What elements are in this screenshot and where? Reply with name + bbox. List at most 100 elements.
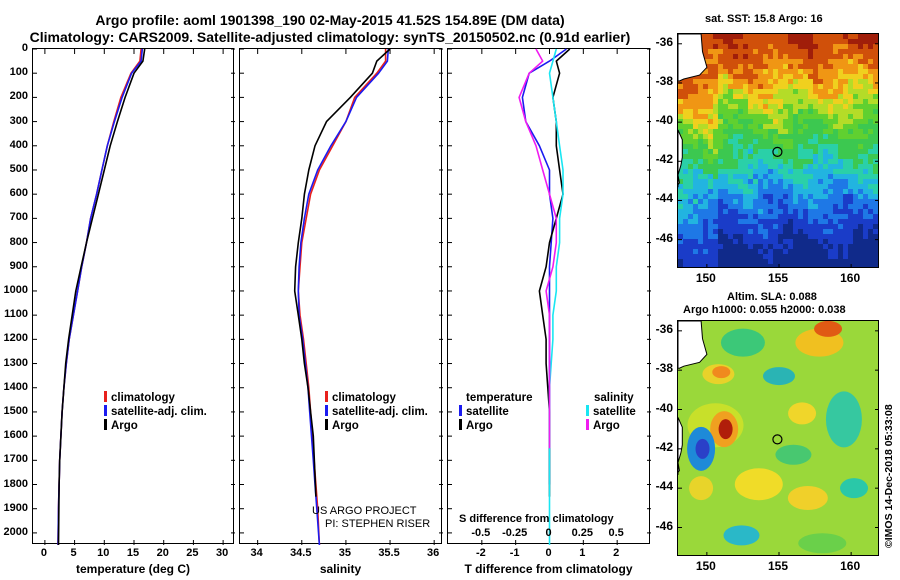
sst-cell <box>878 129 879 134</box>
sst-cell <box>878 264 879 268</box>
sst-cell <box>718 189 723 194</box>
sst-cell <box>793 144 798 149</box>
sst-cell <box>828 159 833 164</box>
sst-cell <box>738 114 743 119</box>
sst-cell <box>758 184 763 189</box>
sst-cell <box>768 194 773 199</box>
sst-cell <box>788 114 793 119</box>
sst-cell <box>798 174 803 179</box>
sst-cell <box>773 49 778 54</box>
sst-cell <box>823 69 828 74</box>
sst-cell <box>718 69 723 74</box>
sst-cell <box>858 194 863 199</box>
sst-cell <box>738 169 743 174</box>
sst-cell <box>868 144 873 149</box>
sst-cell <box>733 59 738 64</box>
sst-cell <box>683 194 688 199</box>
sst-cell <box>758 234 763 239</box>
sst-cell <box>743 244 748 249</box>
sst-cell <box>718 174 723 179</box>
sst-cell <box>818 189 823 194</box>
sst-cell <box>758 174 763 179</box>
sst-cell <box>843 219 848 224</box>
sst-cell <box>778 119 783 124</box>
sst-cell <box>723 254 728 259</box>
sst-cell <box>848 254 853 259</box>
sst-cell <box>703 129 708 134</box>
sst-cell <box>818 84 823 89</box>
sst-cell <box>683 264 688 267</box>
sst-cell <box>838 154 843 159</box>
sst-cell <box>778 264 783 267</box>
sst-cell <box>818 79 823 84</box>
sst-cell <box>678 244 683 249</box>
sst-cell <box>873 164 878 169</box>
legend-label: Argo <box>593 420 620 432</box>
sst-cell <box>708 179 713 184</box>
sst-cell <box>803 174 808 179</box>
sst-cell <box>683 224 688 229</box>
sst-cell <box>753 44 758 49</box>
sst-cell <box>793 104 798 109</box>
sst-cell <box>828 249 833 254</box>
sst-cell <box>848 89 853 94</box>
sst-cell <box>873 239 878 244</box>
sst-cell <box>843 179 848 184</box>
sst-cell <box>723 89 728 94</box>
sst-cell <box>768 94 773 99</box>
sst-cell <box>703 234 708 239</box>
sst-cell <box>768 49 773 54</box>
sst-cell <box>743 184 748 189</box>
sst-cell <box>753 234 758 239</box>
sst-cell <box>698 209 703 214</box>
sst-cell <box>713 49 718 54</box>
sst-cell <box>718 39 723 44</box>
sst-cell <box>783 234 788 239</box>
sla-anomaly <box>712 366 731 379</box>
sst-cell <box>853 159 858 164</box>
sst-cell <box>738 204 743 209</box>
sst-cell <box>778 179 783 184</box>
sst-cell <box>833 49 838 54</box>
sst-cell <box>688 249 693 254</box>
sst-cell <box>878 254 879 259</box>
x-tick-label: 0 <box>545 547 552 559</box>
sst-cell <box>773 144 778 149</box>
sst-cell <box>738 119 743 124</box>
sst-cell <box>783 164 788 169</box>
sst-cell <box>863 244 868 249</box>
sst-cell <box>768 219 773 224</box>
sst-cell <box>688 164 693 169</box>
sst-cell <box>728 159 733 164</box>
legend-swatch-black <box>459 419 462 430</box>
sst-cell <box>723 34 728 39</box>
sst-cell <box>823 54 828 59</box>
sst-cell <box>863 174 868 179</box>
sst-cell <box>808 194 813 199</box>
sst-cell <box>698 244 703 249</box>
sst-cell <box>688 204 693 209</box>
sst-cell <box>838 39 843 44</box>
sst-cell <box>768 249 773 254</box>
sst-cell <box>873 199 878 204</box>
sst-cell <box>833 264 838 267</box>
sst-cell <box>678 234 683 239</box>
sst-cell <box>823 154 828 159</box>
sst-cell <box>733 39 738 44</box>
depth-tick-label: 1300 <box>3 356 28 369</box>
sst-cell <box>743 74 748 79</box>
sst-cell <box>723 184 728 189</box>
plot-svg <box>240 48 443 546</box>
sst-cell <box>813 154 818 159</box>
sst-cell <box>778 39 783 44</box>
sst-cell <box>723 174 728 179</box>
sst-cell <box>773 164 778 169</box>
sst-cell <box>868 104 873 109</box>
sst-cell <box>798 74 803 79</box>
sst-cell <box>683 229 688 234</box>
sst-cell <box>773 134 778 139</box>
sst-cell <box>868 94 873 99</box>
sst-cell <box>748 119 753 124</box>
sla-field <box>678 321 878 555</box>
sst-cell <box>753 114 758 119</box>
